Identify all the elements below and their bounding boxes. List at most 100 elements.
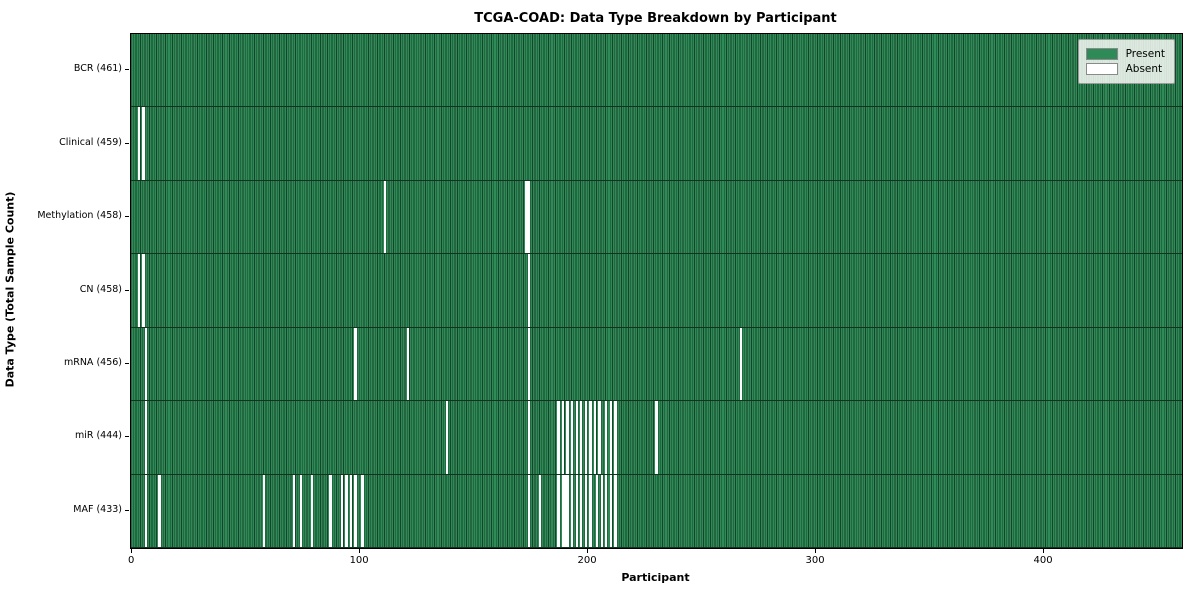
x-tick-label-200: 200: [577, 555, 597, 566]
absent-mark: [609, 474, 613, 547]
y-tick-label-cn: CN (458): [79, 283, 122, 295]
absent-mark: [605, 474, 608, 547]
legend-entry-present: Present: [1085, 48, 1165, 60]
absent-mark: [354, 327, 357, 401]
y-tick-mark: [125, 362, 129, 364]
y-tick-label-maf: MAF (433): [73, 503, 122, 515]
heatmap-row-maf: [131, 474, 1182, 548]
absent-mark: [137, 254, 141, 327]
absent-mark: [361, 474, 364, 547]
absent-mark: [406, 327, 410, 401]
absent-mark: [445, 401, 448, 474]
x-tick-mark: [586, 549, 588, 553]
absent-mark: [609, 401, 613, 474]
chart-title: TCGA-COAD: Data Type Breakdown by Partic…: [474, 11, 837, 26]
absent-mark: [580, 401, 583, 474]
absent-mark: [527, 180, 530, 254]
y-tick-label-clinical: Clinical (459): [59, 136, 122, 148]
legend-entry-absent: Absent: [1085, 63, 1165, 75]
absent-mark: [557, 401, 560, 474]
absent-mark: [614, 474, 617, 547]
absent-mark: [144, 327, 147, 401]
x-tick-mark: [1042, 549, 1044, 553]
plot-area: Present Absent: [130, 33, 1183, 549]
absent-mark: [571, 401, 574, 474]
absent-mark: [292, 474, 296, 547]
x-tick-label-0: 0: [127, 555, 135, 566]
absent-mark: [571, 474, 574, 547]
absent-mark: [589, 401, 592, 474]
x-tick-mark: [358, 549, 360, 553]
y-tick-label-bcr: BCR (461): [73, 63, 122, 75]
absent-mark: [349, 474, 353, 547]
x-tick-label-100: 100: [349, 555, 369, 566]
legend-swatch-present: [1085, 48, 1118, 60]
x-tick-mark: [130, 549, 132, 553]
heatmap-row-bcr: [131, 34, 1182, 108]
absent-mark: [329, 474, 332, 547]
absent-mark: [340, 474, 343, 547]
y-tick-mark: [125, 142, 129, 144]
absent-mark: [605, 401, 608, 474]
heatmap-row-mrna: [131, 327, 1182, 402]
absent-mark: [142, 107, 145, 180]
legend-label-absent: Absent: [1125, 63, 1163, 75]
absent-mark: [575, 401, 578, 474]
y-tick-mark: [125, 509, 129, 511]
absent-mark: [527, 401, 530, 474]
absent-mark: [739, 327, 742, 401]
absent-mark: [598, 401, 601, 474]
absent-mark: [596, 474, 599, 547]
y-tick-mark: [125, 289, 129, 291]
x-tick-mark: [814, 549, 816, 553]
absent-mark: [584, 474, 587, 547]
absent-mark: [354, 474, 357, 547]
absent-mark: [593, 401, 597, 474]
absent-mark: [655, 401, 658, 474]
legend-swatch-absent: [1085, 63, 1118, 75]
absent-mark: [144, 474, 147, 547]
heatmap-row-clinical: [131, 107, 1182, 181]
y-tick-label-methylation: Methylation (458): [37, 210, 122, 222]
x-axis-label: Participant: [621, 571, 690, 584]
y-tick-mark: [125, 69, 129, 71]
absent-mark: [311, 474, 314, 547]
absent-mark: [557, 474, 560, 547]
absent-mark: [384, 180, 387, 254]
absent-mark: [564, 474, 567, 547]
absent-mark: [299, 474, 302, 547]
y-tick-label-mir: miR (444): [74, 430, 122, 442]
absent-mark: [614, 401, 617, 474]
x-tick-label-400: 400: [1033, 555, 1053, 566]
absent-mark: [584, 401, 587, 474]
absent-mark: [142, 254, 145, 327]
absent-mark: [345, 474, 348, 547]
absent-mark: [137, 107, 141, 180]
absent-mark: [525, 180, 528, 254]
absent-mark: [566, 401, 569, 474]
absent-mark: [527, 474, 530, 547]
absent-mark: [561, 401, 565, 474]
absent-mark: [580, 474, 583, 547]
y-tick-label-mrna: mRNA (456): [63, 356, 122, 368]
absent-mark: [566, 474, 569, 547]
absent-mark: [158, 474, 161, 547]
heatmap-row-methylation: [131, 180, 1182, 255]
legend: Present Absent: [1077, 39, 1175, 84]
absent-mark: [144, 401, 147, 474]
absent-mark: [263, 474, 266, 547]
absent-mark: [561, 474, 565, 547]
absent-mark: [527, 327, 530, 401]
x-tick-label-300: 300: [805, 555, 825, 566]
y-tick-mark: [125, 436, 129, 438]
absent-mark: [600, 474, 603, 547]
absent-mark: [575, 474, 578, 547]
absent-mark: [539, 474, 542, 547]
heatmap-row-cn: [131, 254, 1182, 328]
legend-label-present: Present: [1125, 48, 1165, 60]
absent-mark: [589, 474, 592, 547]
absent-mark: [527, 254, 530, 327]
heatmap-row-mir: [131, 401, 1182, 475]
y-tick-mark: [125, 216, 129, 218]
